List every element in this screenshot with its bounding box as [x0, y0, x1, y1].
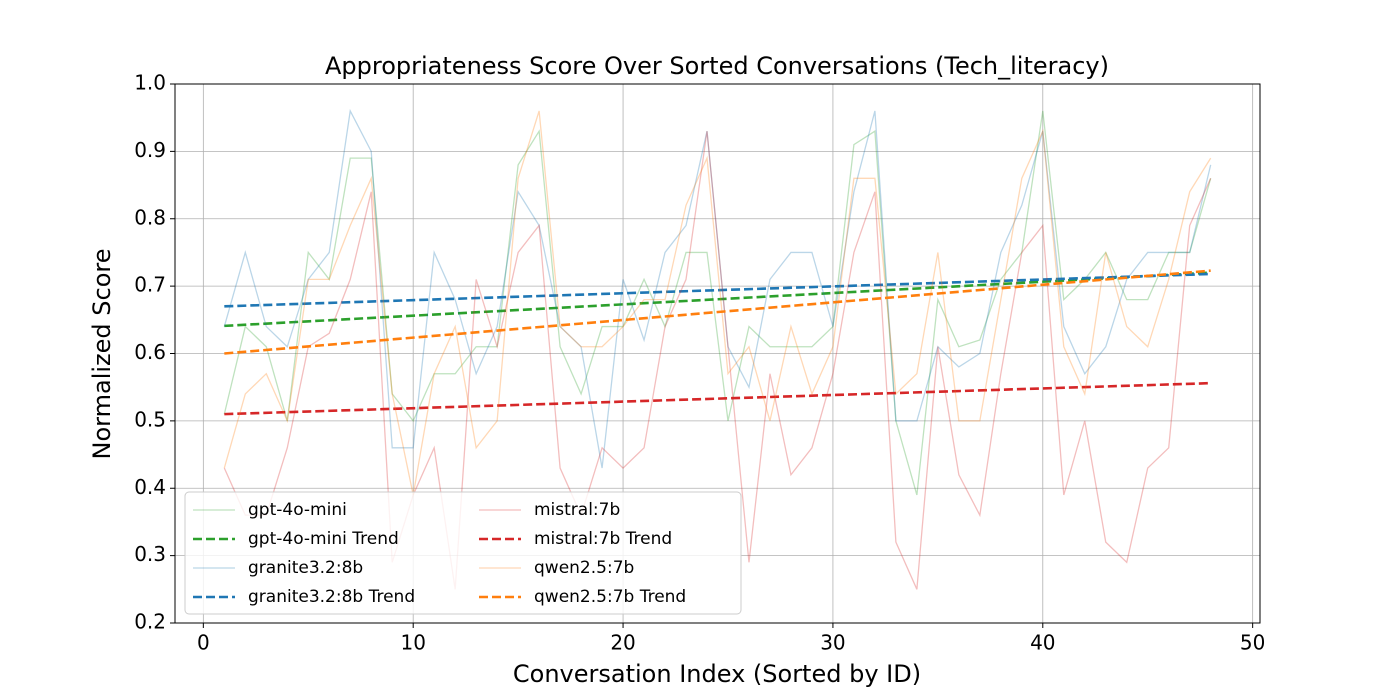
y-tick-label: 0.6: [134, 340, 166, 364]
y-tick-label: 0.8: [134, 205, 166, 229]
legend: gpt-4o-mini gpt-4o-mini Trend granite3.2:8…: [184, 491, 742, 615]
x-tick-label: 0: [197, 631, 210, 655]
y-tick-label: 0.7: [134, 273, 166, 297]
y-tick-label: 0.2: [134, 610, 166, 634]
trend-line: [224, 269, 1211, 355]
legend-label: granite3.2:8b Trend: [248, 587, 415, 607]
legend-box: [184, 491, 742, 615]
series-line: [223, 108, 1212, 469]
y-axis-label: Normalized Score: [88, 249, 116, 460]
x-tick-label: 40: [1030, 631, 1055, 655]
x-tick-label: 20: [610, 631, 635, 655]
y-tick-label: 0.9: [134, 138, 166, 162]
trend-line: [224, 271, 1211, 328]
axes-frame: [174, 83, 1261, 624]
legend-label: gpt-4o-mini: [248, 500, 347, 520]
legend-label: gpt-4o-mini Trend: [248, 529, 399, 549]
y-tick-label: 0.3: [134, 542, 166, 566]
legend-label: mistral:7b Trend: [534, 529, 672, 549]
y-tick-label: 1.0: [134, 71, 166, 95]
series-line: [223, 110, 1212, 496]
legend-label: qwen2.5:7b Trend: [534, 587, 686, 607]
trend-line: [224, 381, 1211, 416]
chart-title: Appropriateness Score Over Sorted Conver…: [325, 52, 1109, 80]
x-axis-label: Conversation Index (Sorted by ID): [513, 660, 921, 688]
y-tick-label: 0.4: [134, 475, 166, 499]
legend-label: mistral:7b: [534, 500, 620, 520]
legend-label: granite3.2:8b: [248, 558, 363, 578]
x-tick-label: 30: [820, 631, 845, 655]
x-tick-label: 10: [400, 631, 425, 655]
trend-line: [224, 272, 1211, 308]
series-line: [223, 110, 1212, 496]
y-tick-label: 0.5: [134, 407, 166, 431]
x-tick-label: 50: [1240, 631, 1265, 655]
legend-label: qwen2.5:7b: [534, 558, 634, 578]
